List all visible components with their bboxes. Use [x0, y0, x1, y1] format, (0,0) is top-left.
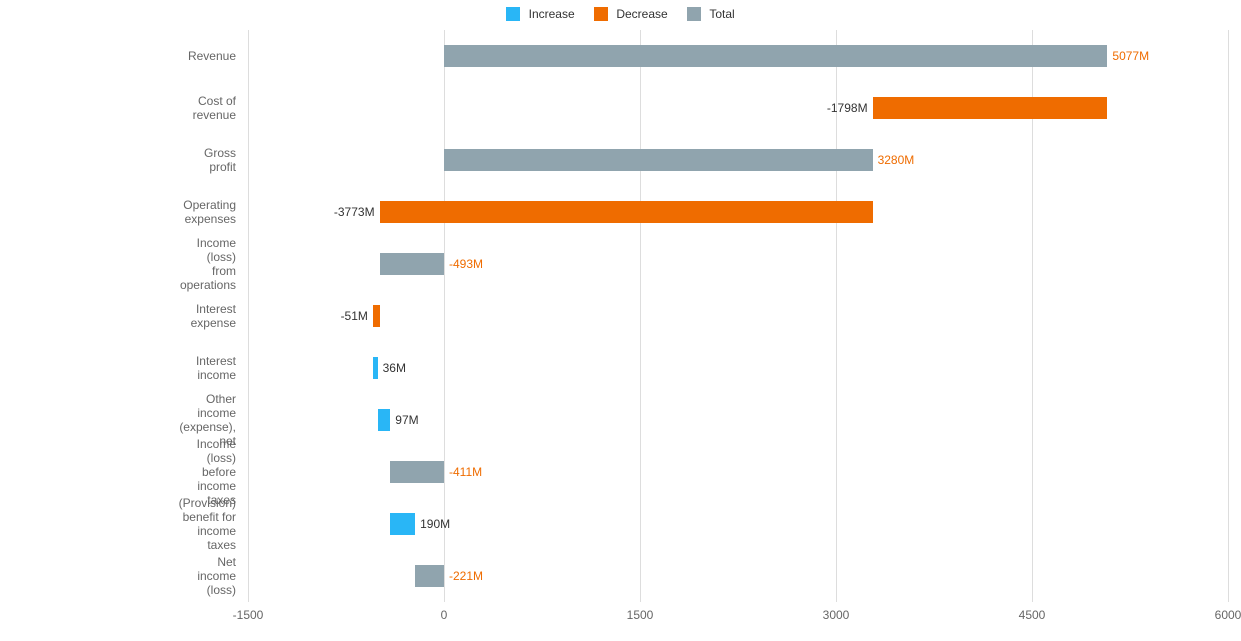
bar-decrease[interactable] — [380, 201, 873, 223]
value-label: 190M — [420, 517, 450, 531]
legend-swatch-total — [687, 7, 701, 21]
value-label: 97M — [395, 413, 418, 427]
bar-total[interactable] — [380, 253, 444, 275]
bar-decrease[interactable] — [873, 97, 1108, 119]
legend-swatch-decrease — [594, 7, 608, 21]
x-tick-label: 4500 — [1019, 608, 1046, 622]
legend-label-increase: Increase — [529, 7, 575, 21]
legend-item-total[interactable]: Total — [687, 6, 735, 21]
gridline — [248, 30, 249, 602]
category-label: Interest income — [196, 354, 236, 382]
value-label: -1798M — [827, 101, 868, 115]
value-label: -221M — [449, 569, 483, 583]
x-tick-label: 1500 — [627, 608, 654, 622]
bar-increase[interactable] — [373, 357, 378, 379]
value-label: 5077M — [1112, 49, 1149, 63]
bar-increase[interactable] — [378, 409, 391, 431]
category-label: (Provision) benefit for income taxes — [179, 496, 236, 552]
bar-total[interactable] — [444, 45, 1107, 67]
legend-label-total: Total — [709, 7, 734, 21]
value-label: 36M — [383, 361, 406, 375]
category-label: Gross profit — [204, 146, 236, 174]
x-tick-label: 0 — [441, 608, 448, 622]
category-label: Income (loss) from operations — [180, 236, 236, 292]
x-tick-label: 6000 — [1215, 608, 1241, 622]
value-label: 3280M — [878, 153, 915, 167]
bar-decrease[interactable] — [373, 305, 380, 327]
category-label: Revenue — [188, 49, 236, 63]
bar-total[interactable] — [444, 149, 873, 171]
value-label: -493M — [449, 257, 483, 271]
category-label: Net income (loss) — [197, 555, 236, 597]
gridline — [836, 30, 837, 602]
gridline — [640, 30, 641, 602]
category-label: Cost of revenue — [193, 94, 236, 122]
legend-label-decrease: Decrease — [616, 7, 667, 21]
value-label: -411M — [449, 465, 482, 479]
value-label: -51M — [341, 309, 368, 323]
bar-total[interactable] — [415, 565, 444, 587]
x-tick-label: -1500 — [233, 608, 264, 622]
bar-increase[interactable] — [390, 513, 415, 535]
waterfall-chart: Increase Decrease Total -150001500300045… — [0, 0, 1241, 641]
legend-item-increase[interactable]: Increase — [506, 6, 574, 21]
legend: Increase Decrease Total — [0, 6, 1241, 21]
category-label: Operating expenses — [183, 198, 236, 226]
gridline — [1228, 30, 1229, 602]
category-label: Interest expense — [191, 302, 236, 330]
plot-area: -150001500300045006000RevenueCost of rev… — [248, 30, 1228, 608]
x-tick-label: 3000 — [823, 608, 850, 622]
legend-swatch-increase — [506, 7, 520, 21]
legend-item-decrease[interactable]: Decrease — [594, 6, 668, 21]
bar-total[interactable] — [390, 461, 444, 483]
value-label: -3773M — [334, 205, 375, 219]
